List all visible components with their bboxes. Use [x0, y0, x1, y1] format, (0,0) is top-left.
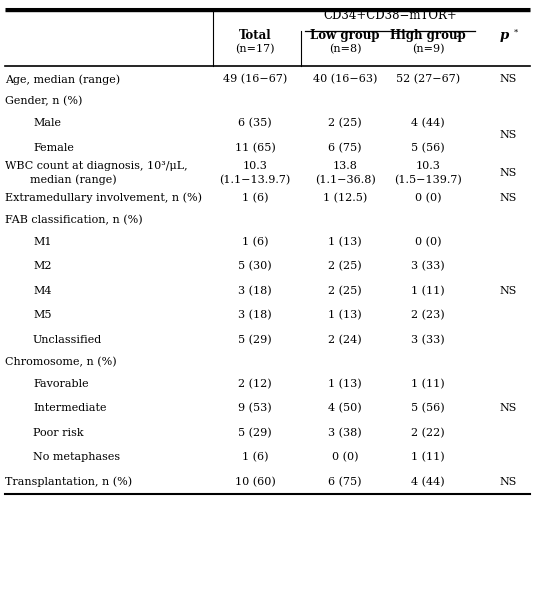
- Text: 1 (13): 1 (13): [328, 379, 362, 389]
- Text: 1 (11): 1 (11): [411, 379, 445, 389]
- Text: 4 (50): 4 (50): [328, 403, 362, 413]
- Text: 1: 1: [367, 31, 372, 39]
- Text: M4: M4: [33, 286, 51, 296]
- Text: 3 (18): 3 (18): [238, 286, 272, 296]
- Text: 5 (30): 5 (30): [238, 261, 272, 271]
- Text: (1.1−36.8): (1.1−36.8): [315, 175, 376, 185]
- Text: 0 (0): 0 (0): [415, 237, 441, 247]
- Text: Age, median (range): Age, median (range): [5, 74, 120, 85]
- Text: 11 (65): 11 (65): [235, 143, 276, 153]
- Text: 1 (6): 1 (6): [242, 452, 268, 463]
- Text: Female: Female: [33, 143, 74, 153]
- Text: (1.5−139.7): (1.5−139.7): [394, 175, 462, 185]
- Text: 10.3: 10.3: [416, 161, 440, 171]
- Text: FAB classification, n (%): FAB classification, n (%): [5, 214, 143, 225]
- Text: NS: NS: [499, 477, 517, 487]
- Text: 5 (29): 5 (29): [238, 335, 272, 345]
- Text: Unclassified: Unclassified: [33, 335, 102, 345]
- Text: M1: M1: [33, 237, 51, 247]
- Text: Chromosome, n (%): Chromosome, n (%): [5, 356, 117, 367]
- Text: M5: M5: [33, 310, 51, 320]
- Text: 2: 2: [455, 31, 460, 39]
- Text: 0 (0): 0 (0): [332, 452, 358, 463]
- Text: NS: NS: [499, 286, 517, 296]
- Text: (n=17): (n=17): [235, 43, 275, 54]
- Text: 5 (56): 5 (56): [411, 403, 445, 413]
- Text: 4 (44): 4 (44): [411, 118, 445, 129]
- Text: 10.3: 10.3: [242, 161, 268, 171]
- Text: 1 (6): 1 (6): [242, 193, 268, 203]
- Text: High group: High group: [390, 29, 466, 42]
- Text: 2 (25): 2 (25): [328, 286, 362, 296]
- Text: 2 (25): 2 (25): [328, 118, 362, 129]
- Text: 1 (13): 1 (13): [328, 237, 362, 247]
- Text: 2 (22): 2 (22): [411, 428, 445, 438]
- Text: Transplantation, n (%): Transplantation, n (%): [5, 477, 132, 487]
- Text: (1.1−13.9.7): (1.1−13.9.7): [219, 175, 291, 185]
- Text: 4 (44): 4 (44): [411, 477, 445, 487]
- Text: NS: NS: [499, 130, 517, 141]
- Text: No metaphases: No metaphases: [33, 452, 120, 462]
- Text: 1 (13): 1 (13): [328, 310, 362, 320]
- Text: NS: NS: [499, 403, 517, 413]
- Text: 3 (18): 3 (18): [238, 310, 272, 320]
- Text: Low group: Low group: [310, 29, 380, 42]
- Text: p: p: [499, 29, 509, 42]
- Text: Intermediate: Intermediate: [33, 403, 106, 413]
- Text: Total: Total: [239, 29, 271, 42]
- Text: NS: NS: [499, 74, 517, 84]
- Text: M2: M2: [33, 262, 51, 271]
- Text: NS: NS: [499, 168, 517, 178]
- Text: Extramedullary involvement, n (%): Extramedullary involvement, n (%): [5, 193, 202, 203]
- Text: 49 (16−67): 49 (16−67): [223, 74, 287, 85]
- Text: 2 (23): 2 (23): [411, 310, 445, 320]
- Text: 6 (35): 6 (35): [238, 118, 272, 129]
- Text: 1 (6): 1 (6): [242, 237, 268, 247]
- Text: 3 (38): 3 (38): [328, 428, 362, 438]
- Text: 52 (27−67): 52 (27−67): [396, 74, 460, 85]
- Text: 6 (75): 6 (75): [328, 477, 362, 487]
- Text: NS: NS: [499, 193, 517, 203]
- Text: 2 (12): 2 (12): [238, 379, 272, 389]
- Text: 1 (11): 1 (11): [411, 286, 445, 296]
- Text: Favorable: Favorable: [33, 379, 89, 389]
- Text: 9 (53): 9 (53): [238, 403, 272, 413]
- Text: WBC count at diagnosis, 10³/μL,: WBC count at diagnosis, 10³/μL,: [5, 161, 188, 171]
- Text: 1 (12.5): 1 (12.5): [323, 193, 367, 203]
- Text: 3 (33): 3 (33): [411, 261, 445, 271]
- Text: 13.8: 13.8: [333, 161, 357, 171]
- Text: *: *: [514, 29, 518, 37]
- Text: 10 (60): 10 (60): [235, 477, 276, 487]
- Text: Gender, n (%): Gender, n (%): [5, 96, 82, 106]
- Text: (n=9): (n=9): [412, 43, 444, 54]
- Text: Male: Male: [33, 118, 61, 128]
- Text: (n=8): (n=8): [328, 43, 361, 54]
- Text: median (range): median (range): [30, 175, 117, 185]
- Text: 3 (33): 3 (33): [411, 335, 445, 345]
- Text: 2 (25): 2 (25): [328, 261, 362, 271]
- Text: 0 (0): 0 (0): [415, 193, 441, 203]
- Text: 1 (11): 1 (11): [411, 452, 445, 463]
- Text: 2 (24): 2 (24): [328, 335, 362, 345]
- Text: 5 (29): 5 (29): [238, 428, 272, 438]
- Text: 6 (75): 6 (75): [328, 143, 362, 153]
- Text: Poor risk: Poor risk: [33, 428, 83, 438]
- Text: 40 (16−63): 40 (16−63): [313, 74, 377, 85]
- Text: 5 (56): 5 (56): [411, 143, 445, 153]
- Text: CD34+CD38−mTOR+: CD34+CD38−mTOR+: [323, 9, 457, 22]
